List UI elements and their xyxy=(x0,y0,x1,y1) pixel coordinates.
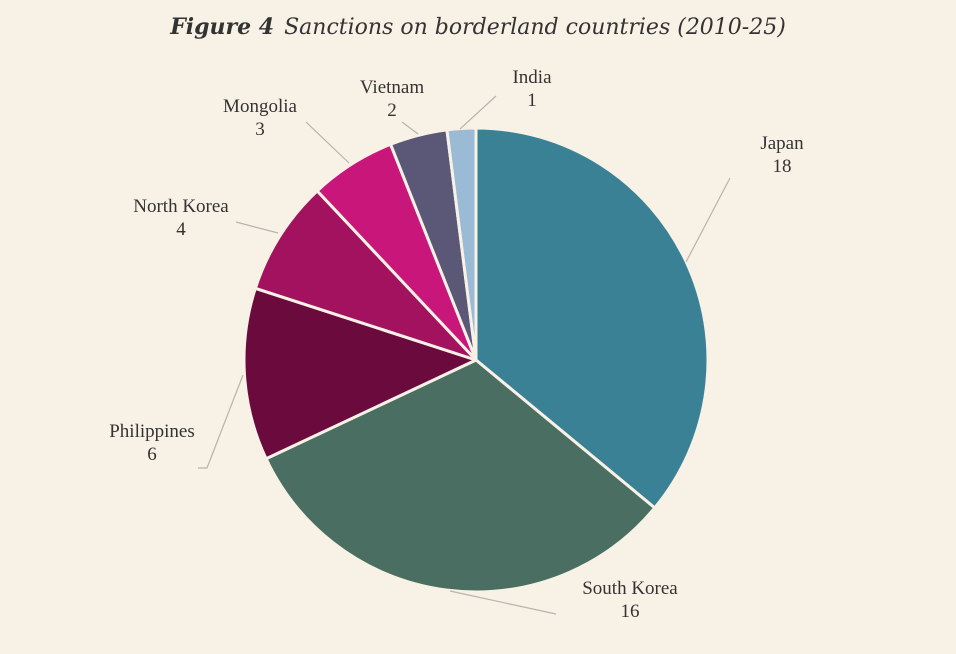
slice-value-japan: 18 xyxy=(773,156,792,177)
leader-line-vietnam xyxy=(401,121,419,135)
leader-line-philippines xyxy=(198,374,244,469)
slice-value-mongolia: 3 xyxy=(255,119,265,140)
pie-slice-philippines xyxy=(242,286,478,461)
slice-value-north-korea: 4 xyxy=(176,219,186,240)
pie-slice-south-korea xyxy=(264,358,657,594)
slice-label-vietnam: Vietnam xyxy=(360,77,425,98)
chart-title: Figure 4 Sanctions on borderland countrie… xyxy=(0,14,956,40)
slice-value-vietnam: 2 xyxy=(387,100,397,121)
slice-value-philippines: 6 xyxy=(147,444,157,465)
slice-label-south-korea: South Korea xyxy=(582,578,678,599)
slice-label-japan: Japan xyxy=(760,133,804,154)
slice-value-india: 1 xyxy=(527,90,537,111)
slice-value-south-korea: 16 xyxy=(621,601,640,622)
slice-label-north-korea: North Korea xyxy=(133,196,229,217)
leader-line-mongolia xyxy=(305,121,350,164)
slice-label-philippines: Philippines xyxy=(109,421,195,442)
leader-line-india xyxy=(459,95,497,130)
leader-line-north-korea xyxy=(235,221,279,234)
leader-line-south-korea xyxy=(449,590,557,615)
leader-line-japan xyxy=(685,177,731,263)
slice-label-mongolia: Mongolia xyxy=(223,96,297,117)
figure-title: Sanctions on borderland countries (2010-… xyxy=(284,15,786,40)
pie-slice-north-korea xyxy=(253,189,478,362)
slice-label-india: India xyxy=(512,67,552,88)
figure-number: Figure 4 xyxy=(170,14,275,40)
